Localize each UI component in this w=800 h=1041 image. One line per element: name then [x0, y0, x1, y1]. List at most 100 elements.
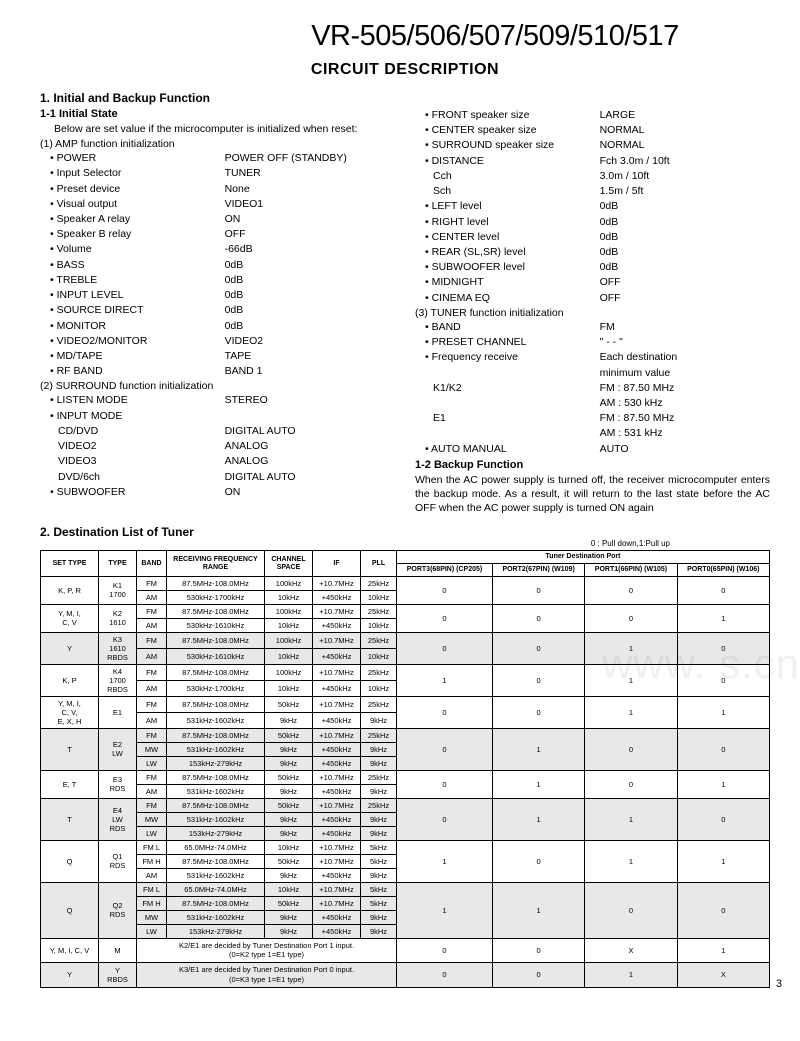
- table-cell: +450kHz: [313, 590, 361, 604]
- table-cell: +10.7MHz: [313, 604, 361, 618]
- kv-value: 0dB: [600, 215, 770, 230]
- table-cell: 5kHz: [361, 854, 397, 868]
- table-cell: 530kHz-1610kHz: [167, 648, 265, 664]
- kv-key: • INPUT MODE: [40, 409, 225, 424]
- table-cell: FM: [137, 576, 167, 590]
- table-cell: +10.7MHz: [313, 632, 361, 648]
- table-cell: 0: [492, 938, 584, 963]
- model-header: VR-505/506/507/509/510/517: [220, 20, 770, 53]
- group-tuner: (3) TUNER function initialization: [415, 307, 770, 319]
- table-cell: 87.5MHz-108.0MHz: [167, 604, 265, 618]
- table-cell: 10kHz: [265, 648, 313, 664]
- table-cell: 100kHz: [265, 632, 313, 648]
- table-cell: K11700: [99, 576, 137, 604]
- table-cell: 9kHz: [361, 826, 397, 840]
- table-cell: Q1RDS: [99, 840, 137, 882]
- table-cell: 9kHz: [361, 756, 397, 770]
- table-cell: 25kHz: [361, 604, 397, 618]
- kv-key: • SUBWOOFER: [40, 485, 225, 500]
- kv-value: TUNER: [225, 166, 395, 181]
- table-cell: MW: [137, 742, 167, 756]
- kv-value: LARGE: [600, 108, 770, 123]
- table-cell: 531kHz-1602kHz: [167, 812, 265, 826]
- table-cell: 10kHz: [361, 680, 397, 696]
- kv-key: VIDEO2: [40, 439, 225, 454]
- table-cell: 0: [585, 770, 677, 798]
- kv-value: POWER OFF (STANDBY): [225, 151, 395, 166]
- table-cell: 87.5MHz-108.0MHz: [167, 696, 265, 712]
- table-cell: 0: [585, 882, 677, 938]
- table-cell: 0: [677, 798, 769, 840]
- table-cell: 1: [677, 770, 769, 798]
- table-cell: 1: [397, 882, 493, 938]
- table-cell: +10.7MHz: [313, 840, 361, 854]
- kv-key: • CENTER speaker size: [415, 123, 600, 138]
- kv-key: • POWER: [40, 151, 225, 166]
- kv-value: DIGITAL AUTO: [225, 470, 395, 485]
- page-number: 3: [776, 978, 782, 990]
- table-cell: 87.5MHz-108.0MHz: [167, 576, 265, 590]
- kv-value: None: [225, 182, 395, 197]
- th-type: TYPE: [99, 551, 137, 576]
- table-cell: M: [99, 938, 137, 963]
- kv-value: ON: [225, 212, 395, 227]
- table-cell: 25kHz: [361, 576, 397, 590]
- th-cs: CHANNEL SPACE: [265, 551, 313, 576]
- table-cell: 9kHz: [265, 712, 313, 728]
- table-cell: 0: [397, 604, 493, 632]
- table-cell: 1: [585, 840, 677, 882]
- subsection-1-1: 1-1 Initial State: [40, 108, 395, 120]
- kv-value: FM : 87.50 MHz: [600, 411, 770, 426]
- kv-key: • INPUT LEVEL: [40, 288, 225, 303]
- th-band: BAND: [137, 551, 167, 576]
- table-cell: +450kHz: [313, 868, 361, 882]
- table-cell: +10.7MHz: [313, 770, 361, 784]
- table-cell: 9kHz: [361, 742, 397, 756]
- kv-key: • Frequency receive: [415, 350, 600, 365]
- table-cell: FM: [137, 604, 167, 618]
- table-cell: 10kHz: [265, 590, 313, 604]
- page-title: CIRCUIT DESCRIPTION: [40, 61, 770, 79]
- table-cell: 530kHz-1610kHz: [167, 618, 265, 632]
- kv-value: 0dB: [600, 260, 770, 275]
- table-cell: FM: [137, 798, 167, 812]
- table-cell: 0: [492, 604, 584, 632]
- table-cell: +450kHz: [313, 784, 361, 798]
- table-cell: 50kHz: [265, 728, 313, 742]
- kv-value: DIGITAL AUTO: [225, 424, 395, 439]
- kv-key: • RF BAND: [40, 364, 225, 379]
- kv-value: AM : 530 kHz: [600, 396, 770, 411]
- table-cell: 531kHz-1602kHz: [167, 910, 265, 924]
- table-cell: 1: [677, 840, 769, 882]
- table-cell: AM: [137, 712, 167, 728]
- table-cell: 87.5MHz-108.0MHz: [167, 728, 265, 742]
- kv-key: • SUBWOOFER level: [415, 260, 600, 275]
- table-cell: +10.7MHz: [313, 798, 361, 812]
- kv-key: Sch: [415, 184, 600, 199]
- table-cell: +10.7MHz: [313, 576, 361, 590]
- kv-key: • Visual output: [40, 197, 225, 212]
- table-cell: YRBDS: [99, 963, 137, 988]
- table-cell: FM H: [137, 896, 167, 910]
- table-cell: 1: [585, 798, 677, 840]
- table-cell: 1: [397, 664, 493, 696]
- table-cell: 1: [397, 840, 493, 882]
- kv-value: minimum value: [600, 366, 770, 381]
- kv-value: 0dB: [225, 303, 395, 318]
- th-if: IF: [313, 551, 361, 576]
- kv-value: ON: [225, 485, 395, 500]
- table-cell: 1: [492, 798, 584, 840]
- table-cell: AM: [137, 868, 167, 882]
- table-cell: LW: [137, 924, 167, 938]
- table-cell: 531kHz-1602kHz: [167, 742, 265, 756]
- kv-key: • Speaker A relay: [40, 212, 225, 227]
- table-cell: K, P, R: [41, 576, 99, 604]
- table-cell: 9kHz: [361, 910, 397, 924]
- kv-key: • RIGHT level: [415, 215, 600, 230]
- table-cell: 1: [677, 604, 769, 632]
- kv-value: 0dB: [600, 245, 770, 260]
- table-cell: FM L: [137, 840, 167, 854]
- table-cell: 10kHz: [265, 618, 313, 632]
- kv-value: OFF: [600, 275, 770, 290]
- table-cell: E2LW: [99, 728, 137, 770]
